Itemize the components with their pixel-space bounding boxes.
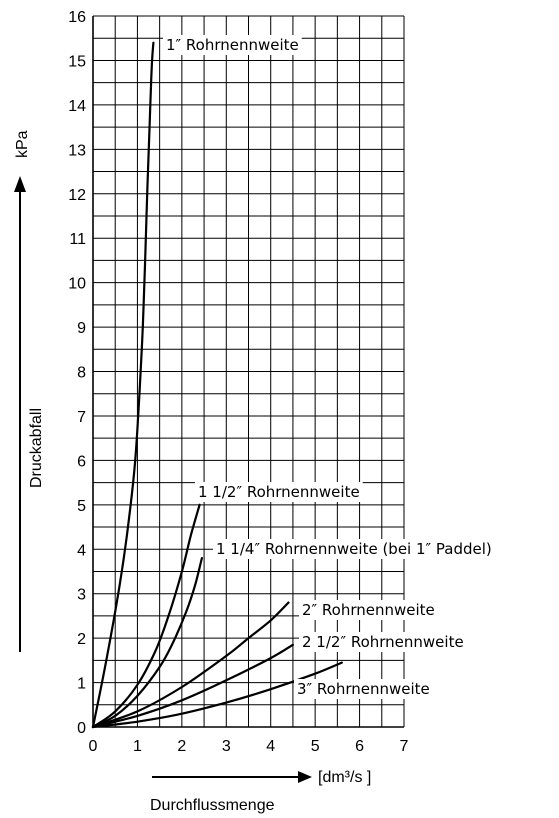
x-axis-label: Durchflussmenge [150,797,275,814]
curve-label-text: 1 1/4″ Rohrnennweite (bei 1″ Paddel) [216,540,492,558]
curve-label-text: 2″ Rohrnennweite [302,601,435,619]
y-tick-label: 8 [77,365,86,382]
series-line-1 [91,41,155,729]
y-axis-arrow-head [14,176,26,192]
x-tick-label: 3 [222,738,231,755]
curve-label-background [299,600,438,620]
y-tick-label: 9 [77,320,86,337]
y-tick-label: 13 [68,142,86,159]
curve-label-background [195,482,363,502]
x-tick-label: 4 [266,738,275,755]
x-tick-label: 5 [311,738,320,755]
x-axis-title-group: [dm³/s ] Durchflussmenge [150,769,371,814]
series-line-3 [91,557,203,729]
y-tick-label: 1 [77,676,86,693]
y-axis-label: Druckabfall [28,408,45,488]
x-tick-label: 0 [89,738,98,755]
y-tick-label: 14 [68,98,86,115]
y-axis-unit: kPa [14,130,31,158]
y-tick-label: 7 [77,409,86,426]
y-tick-label: 3 [77,587,86,604]
series-line-4 [91,601,290,729]
x-tick-label: 6 [355,738,364,755]
curve-label-text: 3″ Rohrnennweite [297,680,430,698]
curve-label-5: 2 1/2″ Rohrnennweite [299,632,467,652]
y-tick-label: 2 [77,631,86,648]
y-tick-label: 4 [77,542,86,559]
y-tick-label: 10 [68,276,86,293]
curves [91,41,343,729]
y-tick-label: 12 [68,187,86,204]
curve-label-2: 1 1/2″ Rohrnennweite [195,482,363,502]
y-tick-label: 16 [68,9,86,26]
curve-label-background [213,539,495,559]
y-tick-label: 11 [69,231,86,248]
curve-label-background [163,35,302,55]
x-tick-label: 1 [133,738,142,755]
curve-label-text: 1 1/2″ Rohrnennweite [198,483,360,501]
y-tick-label: 5 [77,498,86,515]
series-line-5 [91,643,294,729]
curve-label-background [294,679,433,699]
y-tick-label: 15 [68,53,86,70]
x-axis-arrow-head [298,771,312,783]
curve-label-4: 2″ Rohrnennweite [299,600,438,620]
curve-label-text: 1″ Rohrnennweite [166,36,299,54]
curve-label-1: 1″ Rohrnennweite [163,35,302,55]
series-line-6 [91,661,343,729]
y-tick-label: 0 [77,720,86,737]
series-line-2 [91,503,201,729]
curve-labels: 1″ Rohrnennweite 1 1/2″ Rohrnennweite 1 1/… [163,35,495,699]
curve-label-6: 3″ Rohrnennweite [294,679,433,699]
y-axis-title-group: kPa Druckabfall [14,130,45,652]
curve-label-text: 2 1/2″ Rohrnennweite [302,633,464,651]
y-tick-label: 6 [77,453,86,470]
x-axis-unit: [dm³/s ] [318,769,371,786]
curve-label-3: 1 1/4″ Rohrnennweite (bei 1″ Paddel) [213,539,495,559]
x-tick-label: 2 [177,738,186,755]
x-tick-label: 7 [400,738,409,755]
curve-label-background [299,632,467,652]
